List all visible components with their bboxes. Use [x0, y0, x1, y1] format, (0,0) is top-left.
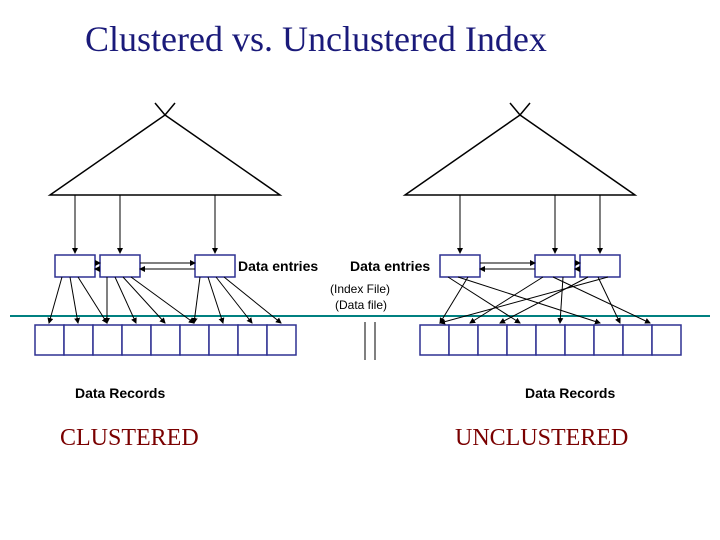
leaf-box	[55, 255, 95, 277]
data-entries-right-label: Data entries	[350, 258, 430, 274]
left-tree	[50, 115, 280, 195]
left-records	[35, 325, 296, 355]
data-records-right-label: Data Records	[525, 385, 615, 401]
right-tree	[405, 115, 635, 195]
unclustered-label: UNCLUSTERED	[455, 425, 628, 452]
leaf-box	[580, 255, 620, 277]
clustered-label: CLUSTERED	[60, 425, 199, 452]
right-records	[420, 325, 681, 355]
data-file-label: (Data file)	[335, 298, 387, 312]
data-records-left-label: Data Records	[75, 385, 165, 401]
leaf-box	[440, 255, 480, 277]
data-entries-left-label: Data entries	[238, 258, 318, 274]
leaf-box	[195, 255, 235, 277]
leaf-box	[100, 255, 140, 277]
leaf-box	[535, 255, 575, 277]
index-file-label: (Index File)	[330, 282, 390, 296]
